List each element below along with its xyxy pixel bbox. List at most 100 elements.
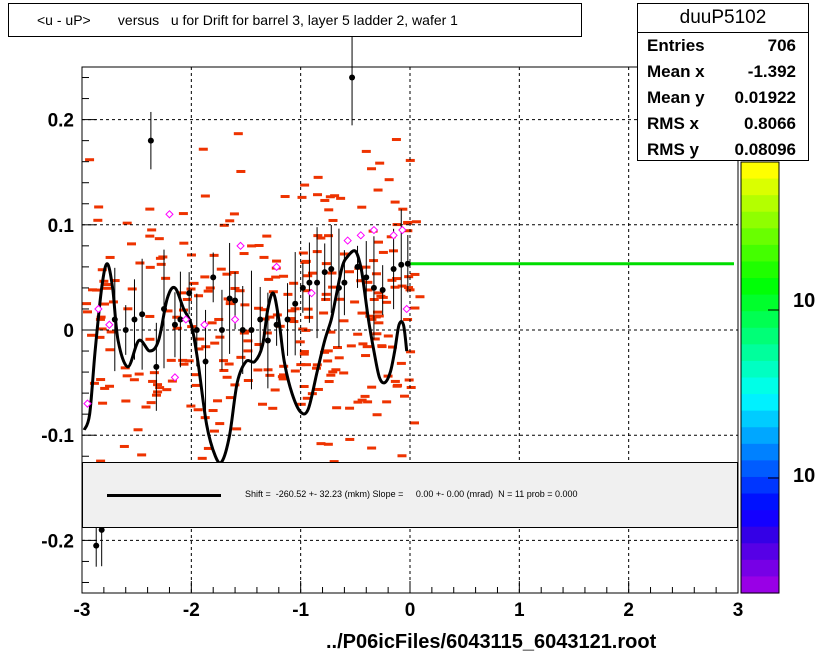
histogram-cell [232,427,242,431]
histogram-cell [378,250,388,254]
histogram-cell [336,196,346,200]
histogram-cell [289,320,299,324]
histogram-cell [335,297,345,301]
histogram-cell [92,288,102,292]
histogram-cell [320,198,330,202]
histogram-cell [235,289,245,293]
histogram-cell [145,207,155,211]
profile-point [139,311,146,318]
histogram-cell [193,408,203,412]
histogram-cell [303,289,313,293]
histogram-cell [97,268,107,272]
histogram-cell [300,260,310,264]
profile-point [248,327,255,333]
histogram-cell [229,212,239,216]
histogram-cell [158,255,168,259]
histogram-cell [145,337,155,341]
histogram-cell [345,406,355,410]
histogram-cell [278,377,288,381]
histogram-cell [271,275,281,279]
histogram-cell [303,274,313,278]
histogram-cell [236,355,246,359]
histogram-cell [219,368,229,372]
x-tick-label: -3 [74,600,91,621]
histogram-cell [326,373,336,377]
stats-value-mean-y: 0.01922 [734,88,796,107]
histogram-cell [403,229,413,233]
histogram-cell [222,272,232,276]
open-marker [307,288,316,298]
histogram-cell [191,383,201,387]
histogram-cell [313,193,323,197]
histogram-cell [219,359,229,363]
histogram-cell [153,390,163,394]
histogram-cell [392,384,402,388]
histogram-cell [122,221,132,225]
histogram-cell [145,265,155,269]
stats-box: duuP5102 Entries 706 Mean x -1.392 Mean y 0… [637,3,809,161]
histogram-cell [197,456,207,460]
histogram-cell [392,277,402,281]
histogram-cell [203,446,213,450]
palette-band [741,294,779,312]
histogram-cell [299,352,309,356]
profile-point [131,316,138,323]
profile-point [273,321,280,328]
profile-point [264,337,271,344]
palette-band [741,244,779,263]
histogram-cell [97,327,107,331]
profile-point [161,305,167,312]
histogram-cell [161,276,171,280]
stats-row: Entries 706 [638,33,808,59]
histogram-cell [209,429,219,433]
open-marker [369,225,379,235]
profile-point [341,279,348,286]
palette-band [741,460,779,478]
histogram-cell [361,149,371,153]
histogram-cell [398,207,408,211]
palette-band [741,443,779,461]
histogram-cell [316,236,326,240]
histogram-cell [295,340,305,344]
histogram-cell [262,234,272,238]
palette-band [741,228,779,246]
histogram-cell [253,368,263,372]
histogram-cell [323,442,333,446]
axes-layer: -3 -2 -1 0 1 2 3 -0.2 -0.1 0 0.1 0.2 [41,77,743,621]
histogram-cell [272,259,282,263]
histogram-cell [308,271,318,275]
histogram-cell [332,346,342,350]
histogram-cell [357,205,367,209]
open-marker [402,304,411,314]
histogram-cell [286,317,296,321]
histogram-cell [225,219,235,223]
profile-point [370,284,377,291]
histogram-cell [98,401,108,405]
histogram-cell [153,383,163,387]
histogram-cell [96,315,106,319]
histogram-cell [332,406,342,410]
palette-band [741,360,779,379]
histogram-cell [298,251,308,255]
histogram-cell [82,302,92,306]
histogram-cell [106,330,116,334]
palette-band [741,327,779,345]
histogram-cell [372,332,382,336]
open-marker [170,373,180,382]
histogram-cell [339,319,349,323]
histogram-cell [95,335,105,339]
histogram-cell [147,228,157,232]
profile-point [232,297,239,304]
histogram-cell [122,374,132,378]
palette-band [741,311,779,329]
palette-band [741,543,779,561]
profile-point [210,274,217,281]
histogram-cell [372,413,382,417]
histogram-cell [382,300,392,304]
palette-band [741,195,779,213]
histogram-cell [141,405,151,409]
histogram-cell [378,295,388,299]
histogram-cell [189,281,199,285]
histogram-cell [96,378,106,382]
palette-band [741,526,779,544]
